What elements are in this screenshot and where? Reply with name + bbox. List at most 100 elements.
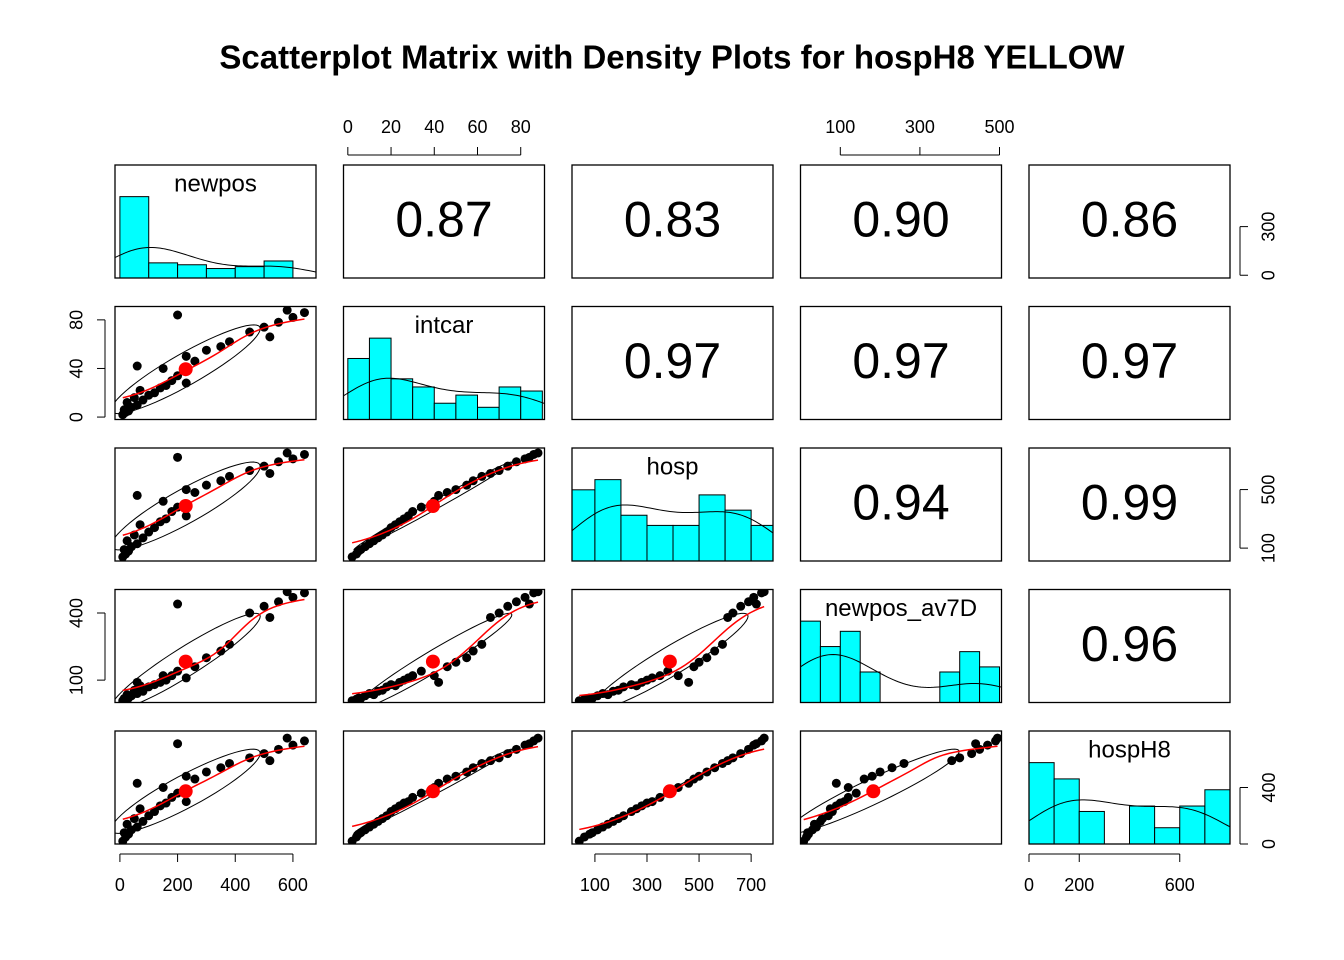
histogram-bar bbox=[750, 524, 773, 561]
scatter-point bbox=[533, 589, 543, 597]
scatter-point bbox=[135, 520, 145, 530]
x-tick-label: 0 bbox=[1024, 875, 1034, 895]
panel bbox=[347, 589, 543, 703]
scatter-point bbox=[967, 749, 977, 759]
correlation-label: 0.83 bbox=[624, 192, 721, 248]
panel bbox=[347, 733, 543, 844]
histogram-bar bbox=[672, 524, 700, 561]
density-line bbox=[572, 504, 773, 534]
correlation-label: 0.97 bbox=[852, 333, 949, 389]
correlation-ellipse bbox=[115, 324, 261, 415]
mean-point bbox=[178, 784, 193, 799]
histogram-bar bbox=[646, 524, 674, 561]
scatter-point bbox=[282, 306, 292, 315]
scatter-point bbox=[122, 819, 132, 829]
histogram-bar bbox=[859, 671, 881, 703]
y-tick-label: 100 bbox=[1259, 533, 1279, 563]
smooth-line bbox=[351, 745, 539, 828]
correlation-ellipse bbox=[356, 612, 513, 703]
scatter-point bbox=[955, 753, 965, 763]
histogram-bar bbox=[390, 378, 414, 420]
scatter-point bbox=[158, 783, 168, 792]
panel-frame bbox=[571, 588, 774, 704]
correlation-ellipse bbox=[353, 748, 513, 834]
x-tick-label: 40 bbox=[424, 117, 444, 137]
scatter-point bbox=[971, 739, 981, 749]
scatter-point bbox=[122, 397, 132, 407]
x-tick-label: 600 bbox=[1165, 875, 1195, 895]
panel-frame bbox=[114, 447, 317, 562]
x-tick-label: 200 bbox=[163, 875, 193, 895]
histogram-bar bbox=[839, 630, 861, 703]
scatter-point bbox=[299, 449, 309, 459]
histogram-bar bbox=[177, 264, 207, 278]
scatter-point bbox=[135, 804, 145, 814]
x-tick-label: 0 bbox=[343, 117, 353, 137]
scatter-point bbox=[288, 312, 298, 322]
scatter-point bbox=[265, 612, 275, 622]
panel bbox=[343, 337, 545, 420]
scatter-point bbox=[201, 480, 211, 490]
scatter-point bbox=[138, 533, 148, 543]
histogram-bar bbox=[205, 268, 236, 278]
panel-frame bbox=[1028, 305, 1231, 421]
scatter-point bbox=[150, 807, 160, 817]
panel-frame bbox=[571, 730, 774, 845]
scatter-point bbox=[899, 758, 909, 768]
y-tick-label: 0 bbox=[67, 412, 87, 422]
scatter-point bbox=[259, 601, 269, 611]
panel-frame bbox=[114, 730, 317, 845]
scatter-point bbox=[684, 677, 694, 687]
correlation-ellipse bbox=[115, 461, 261, 551]
panel-frame bbox=[1028, 164, 1231, 279]
scatter-point bbox=[694, 657, 704, 667]
x-tick-label: 100 bbox=[825, 117, 855, 137]
panel-frame bbox=[799, 588, 1003, 704]
mean-point bbox=[662, 654, 677, 669]
smooth-line bbox=[122, 745, 305, 820]
mean-point bbox=[425, 654, 440, 669]
y-tick-label: 0 bbox=[1259, 270, 1279, 280]
scatter-point bbox=[843, 783, 853, 792]
y-tick-label: 300 bbox=[1259, 212, 1279, 242]
correlation-label: 0.99 bbox=[1081, 475, 1178, 531]
y-tick-label: 400 bbox=[67, 598, 87, 628]
scatter-point bbox=[132, 490, 142, 500]
correlation-ellipse bbox=[800, 748, 960, 833]
mean-point bbox=[425, 784, 440, 799]
scatter-point bbox=[673, 671, 683, 681]
x-tick-label: 0 bbox=[115, 875, 125, 895]
scatter-point bbox=[173, 310, 183, 320]
correlation-ellipse bbox=[353, 461, 513, 551]
x-tick-label: 700 bbox=[736, 875, 766, 895]
scatter-point bbox=[434, 490, 444, 500]
panel bbox=[115, 306, 309, 420]
scatter-point bbox=[173, 739, 183, 749]
scatter-point bbox=[851, 788, 861, 798]
scatter-point bbox=[181, 378, 191, 388]
histogram-bar bbox=[800, 620, 821, 703]
panel-frame bbox=[342, 164, 546, 279]
scatter-point bbox=[416, 666, 426, 676]
scatter-point bbox=[161, 514, 171, 524]
scatter-point bbox=[282, 733, 292, 743]
scatter-point bbox=[201, 767, 211, 777]
mean-point bbox=[425, 498, 440, 513]
panel-frame bbox=[114, 305, 317, 421]
scatter-point bbox=[524, 452, 534, 462]
scatter-point bbox=[533, 733, 543, 743]
panel-frame bbox=[342, 730, 546, 845]
scatter-point bbox=[158, 496, 168, 506]
panel-frame bbox=[571, 447, 774, 562]
histogram-bar bbox=[347, 357, 370, 420]
scatter-point bbox=[524, 739, 534, 749]
scatter-point bbox=[190, 356, 200, 366]
panel-frame bbox=[1028, 730, 1231, 845]
mean-point bbox=[178, 654, 193, 669]
scatter-point bbox=[282, 589, 292, 597]
smooth-line bbox=[803, 745, 998, 821]
scatter-point bbox=[224, 758, 234, 768]
scatter-point bbox=[181, 511, 191, 521]
smooth-line bbox=[122, 458, 305, 536]
